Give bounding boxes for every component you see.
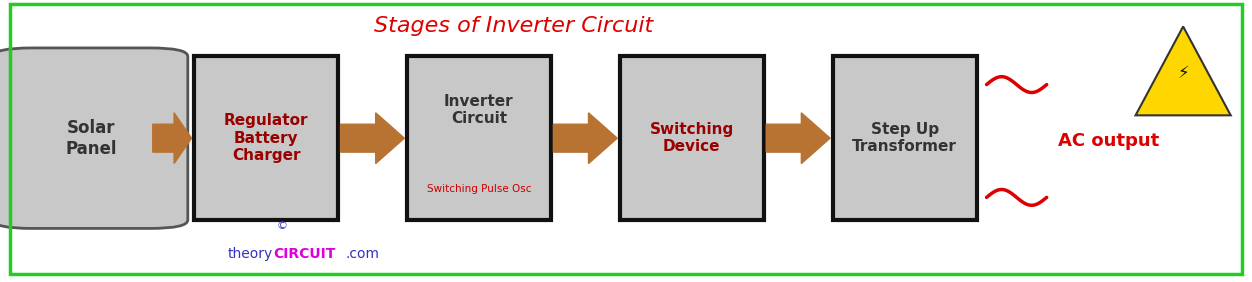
Text: theory: theory (228, 247, 273, 261)
Polygon shape (153, 113, 192, 164)
Text: Switching Pulse Osc: Switching Pulse Osc (427, 184, 531, 194)
Text: Regulator
Battery
Charger: Regulator Battery Charger (224, 113, 308, 163)
Text: Inverter
Circuit: Inverter Circuit (444, 94, 513, 126)
FancyBboxPatch shape (833, 56, 977, 220)
Text: Solar
Panel: Solar Panel (65, 119, 116, 158)
Polygon shape (1136, 27, 1231, 115)
Text: Step Up
Transformer: Step Up Transformer (853, 122, 957, 154)
FancyBboxPatch shape (194, 56, 338, 220)
Text: CIRCUIT: CIRCUIT (273, 247, 336, 261)
Polygon shape (766, 113, 830, 164)
Text: .com: .com (346, 247, 379, 261)
FancyBboxPatch shape (407, 56, 551, 220)
Polygon shape (341, 113, 404, 164)
FancyBboxPatch shape (0, 48, 188, 228)
Text: Stages of Inverter Circuit: Stages of Inverter Circuit (373, 16, 654, 36)
Text: AC output: AC output (1058, 132, 1159, 150)
Text: ©: © (277, 221, 288, 231)
Polygon shape (553, 113, 617, 164)
FancyBboxPatch shape (620, 56, 764, 220)
Text: Switching
Device: Switching Device (650, 122, 734, 154)
Text: ⚡: ⚡ (1177, 64, 1189, 82)
